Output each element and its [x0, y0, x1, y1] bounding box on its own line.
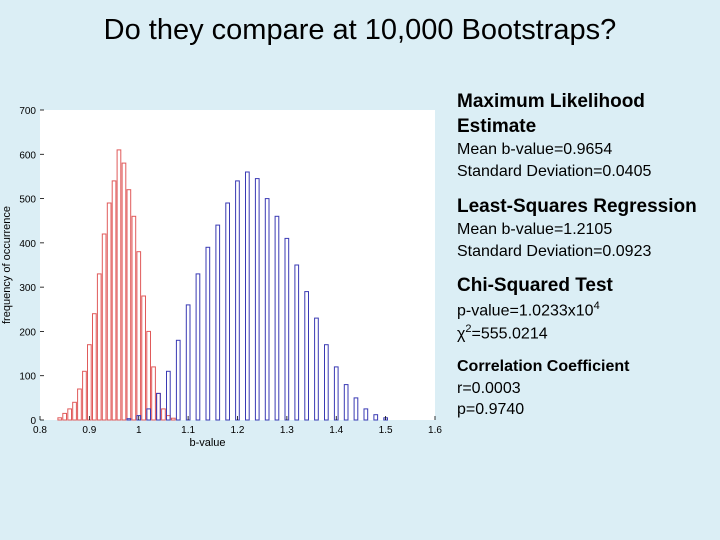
bar-series2-3 — [156, 392, 161, 421]
bar-series2-18 — [304, 291, 309, 421]
chi-symbol: χ — [457, 325, 466, 343]
bar-series1-10 — [106, 202, 112, 421]
bar-series2-22 — [343, 384, 349, 421]
lsr-section: Least-Squares Regression Mean b-value=1.… — [457, 195, 717, 263]
y-tick-label-6: 600 — [19, 150, 36, 161]
x-tick-label-1: 0.9 — [82, 425, 96, 436]
bar-series1-4 — [77, 388, 82, 421]
bar-series2-9 — [215, 224, 221, 421]
chi-pvalue-exp: 4 — [593, 300, 600, 313]
bar-series1-9 — [101, 233, 107, 421]
corr-title: Correlation Coefficient — [457, 357, 630, 375]
y-tick-label-1: 100 — [19, 372, 36, 383]
bar-series2-14 — [264, 198, 270, 421]
histogram-chart: 0.8 0.9 1 1.1 1.2 1.3 1.4 1.5 1.6 0 100 200 300 400 50… — [0, 98, 445, 454]
bar-series2-4 — [166, 370, 171, 421]
bar-series1-0 — [57, 417, 63, 421]
bar-series1-3 — [72, 401, 77, 421]
bar-series2-10 — [225, 202, 231, 421]
bar-series1-19 — [151, 366, 156, 421]
chi-pvalue: p-value=1.0233x104 — [457, 299, 717, 322]
bar-series2-25 — [373, 414, 379, 421]
chi-title: Chi-Squared Test — [457, 275, 613, 297]
bar-series2-7 — [195, 273, 201, 421]
bar-series1-8 — [96, 273, 102, 421]
bar-series1-11 — [111, 180, 117, 421]
x-tick-label-3: 1.1 — [181, 425, 195, 436]
plot-area — [40, 110, 435, 420]
x-axis-label: b-value — [189, 437, 225, 449]
bar-series1-5 — [82, 370, 87, 421]
x-tick-label-2: 1 — [136, 425, 142, 436]
y-tick-label-2: 200 — [19, 327, 36, 338]
y-tick-label-3: 300 — [19, 283, 36, 294]
y-axis-label: frequency of occurrence — [1, 206, 13, 324]
chi-section: Chi-Squared Test p-value=1.0233x104 χ2=5… — [457, 274, 717, 345]
bar-series1-21 — [161, 408, 166, 421]
mle-section: Maximum Likelihood Estimate Mean b-value… — [457, 90, 717, 183]
y-tick-label-0: 0 — [30, 416, 36, 427]
bar-series2-0 — [126, 418, 132, 421]
x-tick-label-7: 1.5 — [379, 425, 393, 436]
chi-pvalue-base: p-value=1.0233x10 — [457, 302, 594, 320]
mle-title: Maximum Likelihood Estimate — [457, 91, 645, 137]
x-tick-label-0: 0.8 — [33, 425, 47, 436]
bar-series2-5 — [175, 339, 181, 421]
chi-stat-exp: 2 — [465, 323, 472, 336]
x-tick-label-6: 1.4 — [329, 425, 343, 436]
bar-series1-17 — [141, 295, 147, 421]
corr-section: Correlation Coefficient r=0.0003 p=0.974… — [457, 357, 717, 421]
bar-series1-15 — [131, 215, 137, 421]
lsr-mean: Mean b-value=1.2105 — [457, 221, 613, 239]
bar-series1-2 — [67, 408, 73, 421]
bar-series2-13 — [254, 178, 260, 421]
bar-series1-23 — [171, 417, 176, 421]
bar-series1-13 — [121, 162, 127, 421]
slide-title: Do they compare at 10,000 Bootstraps? — [103, 14, 617, 46]
bar-series1-12 — [116, 149, 122, 421]
chi-stat-value: =555.0214 — [471, 325, 548, 343]
corr-r: r=0.0003 — [457, 379, 521, 397]
histogram-svg: 0.8 0.9 1 1.1 1.2 1.3 1.4 1.5 1.6 0 100 200 300 400 50… — [1, 106, 442, 449]
mle-mean: Mean b-value=0.9654 — [457, 141, 613, 159]
corr-p: p=0.9740 — [457, 401, 525, 419]
bar-series2-2 — [146, 408, 152, 421]
bar-series1-1 — [62, 412, 67, 421]
x-tick-label-4: 1.2 — [231, 425, 245, 436]
bar-series2-24 — [363, 408, 369, 421]
bar-series2-20 — [324, 344, 329, 421]
bar-series2-23 — [353, 397, 359, 421]
mle-sd: Standard Deviation=0.0405 — [457, 162, 652, 180]
bar-series2-19 — [314, 317, 319, 421]
x-tick-label-8: 1.6 — [428, 425, 442, 436]
bar-series1-7 — [92, 313, 97, 421]
bar-series2-8 — [205, 246, 211, 421]
lsr-title: Least-Squares Regression — [457, 195, 697, 217]
lsr-sd: Standard Deviation=0.0923 — [457, 242, 652, 260]
bar-series2-12 — [245, 171, 250, 421]
y-tick-label-7: 700 — [19, 106, 36, 117]
bar-series2-17 — [294, 264, 300, 421]
chi-stat: χ2=555.0214 — [457, 322, 717, 345]
y-tick-label-4: 400 — [19, 239, 36, 250]
y-tick-label-5: 500 — [19, 195, 36, 206]
bar-series2-15 — [274, 215, 280, 421]
stats-panel: Maximum Likelihood Estimate Mean b-value… — [457, 90, 717, 433]
x-tick-label-5: 1.3 — [280, 425, 294, 436]
